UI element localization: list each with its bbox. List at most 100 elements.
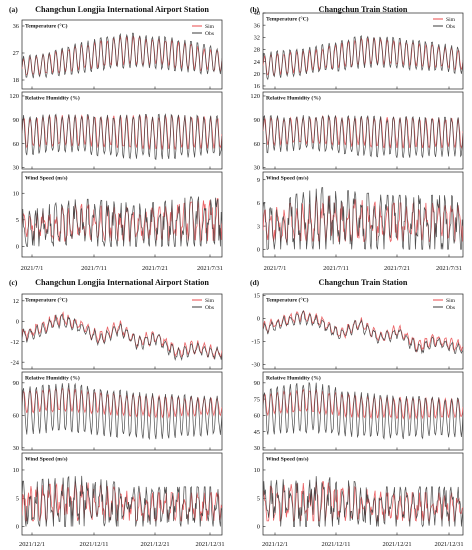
subplot-label: Temperature (°C) — [25, 23, 68, 30]
y-tick-label: 10 — [254, 467, 260, 474]
series-line-obs — [22, 196, 222, 248]
panel-title: Changchun Longjia International Airport … — [35, 278, 209, 287]
subplot-label: Temperature (°C) — [266, 297, 309, 304]
y-tick-label: 30 — [13, 445, 19, 452]
series-line-sim — [22, 311, 222, 359]
legend-entry: Sim — [446, 17, 456, 23]
series-line-obs — [263, 476, 463, 528]
subplot-label: Temperature (°C) — [266, 16, 309, 23]
series-line-obs — [22, 382, 222, 441]
subplot-3: 0 3 6 9 Wind Speed (m/s) — [257, 171, 464, 258]
plot-frame — [21, 371, 223, 451]
panel-title: Changchun Longjia International Airport … — [35, 5, 209, 14]
series-line-sim — [263, 310, 463, 353]
y-tick-label: -24 — [10, 359, 19, 366]
panel-label: (a) — [9, 5, 18, 14]
y-tick-label: 60 — [254, 413, 260, 420]
series-line-obs — [263, 114, 463, 159]
y-tick-label: 15 — [254, 293, 260, 300]
y-tick-label: 0 — [257, 316, 260, 323]
y-tick-label: 60 — [13, 413, 19, 420]
subplot-label: Wind Speed (m/s) — [25, 456, 68, 463]
panel-c: (c) Changchun Longjia International Airpo… — [9, 278, 225, 548]
legend-entry: Obs — [446, 305, 455, 311]
y-tick-label: 40 — [254, 10, 260, 17]
subplot-2: 30 60 90 120 Relative Humidity (%) — [250, 91, 464, 172]
y-tick-label: 30 — [13, 165, 19, 172]
series-line-sim — [263, 196, 463, 243]
y-tick-label: 32 — [254, 35, 260, 42]
y-tick-label: 16 — [254, 83, 260, 90]
subplot-label: Relative Humidity (%) — [25, 375, 80, 382]
series-line-obs — [22, 113, 222, 161]
series-line-obs — [263, 35, 463, 81]
subplot-2: 30 60 90 Relative Humidity (%) — [13, 371, 223, 452]
y-tick-label: 30 — [254, 445, 260, 452]
x-tick-label: 2021/12/21 — [140, 541, 169, 548]
series-line-sim — [263, 114, 463, 149]
y-tick-label: 6 — [257, 200, 260, 207]
panel-d: (d) Changchun Train Station -30 -15 0 15 Tempe… — [250, 278, 464, 548]
y-tick-label: 36 — [13, 23, 19, 30]
y-tick-label: 60 — [13, 141, 19, 148]
y-tick-label: 120 — [9, 93, 19, 100]
y-tick-label: 30 — [254, 165, 260, 172]
x-tick-label: 2021/12/31 — [195, 541, 224, 548]
x-tick-label: 2021/7/31 — [197, 265, 223, 272]
x-tick-label: 2021/7/31 — [436, 265, 462, 272]
series-line-obs — [263, 382, 463, 440]
y-tick-label: 3 — [257, 223, 260, 230]
x-tick-label: 2021/12/1 — [262, 541, 288, 548]
subplot-label: Relative Humidity (%) — [266, 375, 321, 382]
panel-label: (d) — [250, 278, 260, 287]
y-tick-label: 75 — [254, 396, 260, 403]
y-tick-label: 5 — [257, 495, 260, 502]
series-line-sim — [263, 388, 463, 420]
y-tick-label: 24 — [254, 59, 261, 66]
y-tick-label: 0 — [257, 524, 260, 531]
x-tick-label: 2021/12/11 — [80, 541, 109, 548]
y-tick-label: -30 — [251, 362, 260, 369]
y-tick-label: 12 — [13, 298, 19, 305]
x-tick-label: 2021/7/21 — [142, 265, 168, 272]
y-tick-label: 20 — [254, 71, 260, 78]
y-tick-label: 120 — [250, 93, 260, 100]
series-line-obs — [22, 313, 222, 362]
y-tick-label: 27 — [13, 50, 20, 57]
y-tick-label: 60 — [254, 141, 260, 148]
y-tick-label: 9 — [257, 177, 260, 184]
subplot-3: 0 5 10 Wind Speed (m/s) — [254, 452, 464, 536]
series-line-obs — [263, 309, 463, 355]
plot-frame — [262, 293, 464, 370]
legend-entry: Sim — [446, 298, 456, 304]
legend-entry: Sim — [205, 298, 215, 304]
subplot-label: Temperature (°C) — [25, 297, 68, 304]
subplot-2: 30 60 90 120 Relative Humidity (%) — [9, 91, 223, 172]
x-tick-label: 2021/12/1 — [19, 541, 45, 548]
y-tick-label: 90 — [13, 380, 19, 387]
legend-entry: Obs — [205, 31, 214, 37]
y-tick-label: 5 — [16, 495, 19, 502]
subplot-label: Wind Speed (m/s) — [25, 175, 68, 182]
y-tick-label: 10 — [13, 467, 19, 474]
y-tick-label: 28 — [254, 47, 260, 54]
subplot-3: 0 5 10 Wind Speed (m/s) — [13, 171, 223, 258]
subplot-label: Relative Humidity (%) — [266, 95, 321, 102]
plot-frame — [262, 371, 464, 451]
subplot-3: 0 5 10 Wind Speed (m/s) — [13, 452, 223, 536]
y-tick-label: 5 — [16, 217, 19, 224]
x-tick-label: 2021/7/21 — [384, 265, 410, 272]
legend-entry: Obs — [205, 305, 214, 311]
y-tick-label: -15 — [251, 339, 260, 346]
y-tick-label: 0 — [16, 318, 19, 325]
panel-label: (c) — [9, 278, 18, 287]
series-line-obs — [22, 32, 222, 79]
series-line-sim — [263, 481, 463, 523]
